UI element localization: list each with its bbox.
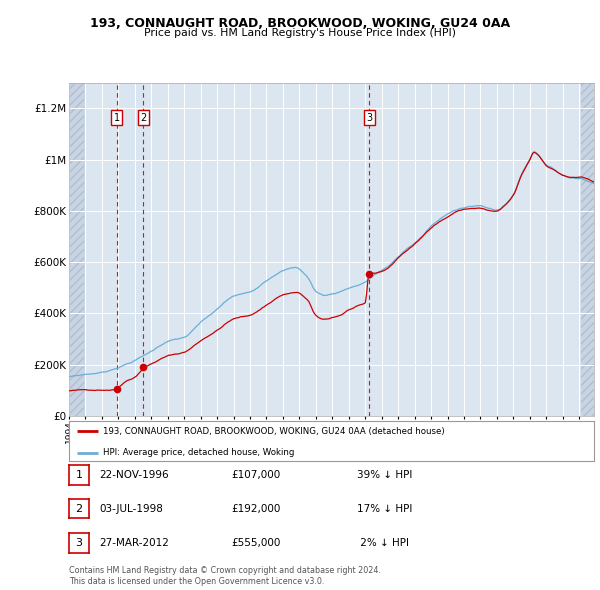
- Bar: [581, 83, 594, 416]
- Text: 193, CONNAUGHT ROAD, BROOKWOOD, WOKING, GU24 0AA (detached house): 193, CONNAUGHT ROAD, BROOKWOOD, WOKING, …: [103, 427, 445, 436]
- Text: 193, CONNAUGHT ROAD, BROOKWOOD, WOKING, GU24 0AA: 193, CONNAUGHT ROAD, BROOKWOOD, WOKING, …: [90, 17, 510, 30]
- Bar: [69, 83, 84, 416]
- Text: 3: 3: [76, 538, 82, 548]
- Text: Contains HM Land Registry data © Crown copyright and database right 2024.
This d: Contains HM Land Registry data © Crown c…: [69, 566, 381, 586]
- Text: Price paid vs. HM Land Registry's House Price Index (HPI): Price paid vs. HM Land Registry's House …: [144, 28, 456, 38]
- Text: 03-JUL-1998: 03-JUL-1998: [99, 504, 163, 513]
- Text: £107,000: £107,000: [231, 470, 280, 480]
- Text: £555,000: £555,000: [231, 538, 280, 548]
- Text: 22-NOV-1996: 22-NOV-1996: [99, 470, 169, 480]
- Text: £192,000: £192,000: [231, 504, 280, 513]
- Text: 1: 1: [76, 470, 82, 480]
- Text: 2: 2: [76, 504, 82, 513]
- Text: HPI: Average price, detached house, Woking: HPI: Average price, detached house, Woki…: [103, 448, 295, 457]
- Text: 1: 1: [113, 113, 120, 123]
- Text: 27-MAR-2012: 27-MAR-2012: [99, 538, 169, 548]
- Bar: [116, 83, 143, 416]
- Text: 17% ↓ HPI: 17% ↓ HPI: [357, 504, 412, 513]
- Text: 3: 3: [366, 113, 372, 123]
- Text: 39% ↓ HPI: 39% ↓ HPI: [357, 470, 412, 480]
- Bar: [69, 83, 84, 416]
- Bar: [581, 83, 594, 416]
- Text: 2: 2: [140, 113, 146, 123]
- Text: 2% ↓ HPI: 2% ↓ HPI: [357, 538, 409, 548]
